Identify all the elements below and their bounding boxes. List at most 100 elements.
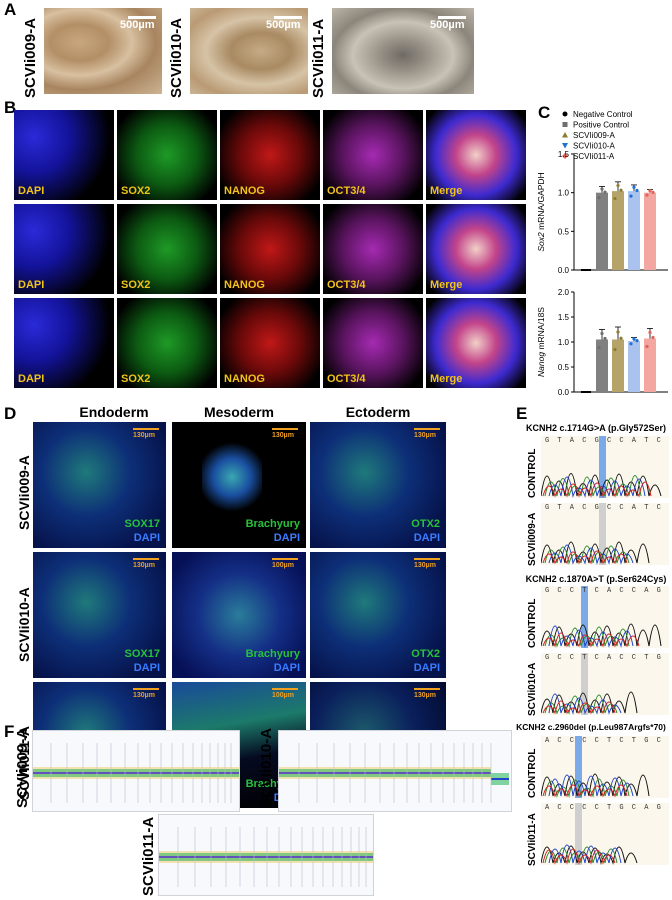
row-label-f1: SCVIi009-A [14, 727, 31, 808]
panel-label-d: D [4, 404, 17, 423]
legend-label: Positive Control [573, 121, 629, 130]
y-tick-label: 0.5 [558, 363, 570, 372]
if-dapi-2: DAPI [14, 204, 114, 294]
scale-bar [272, 558, 298, 560]
legend-marker [562, 132, 568, 138]
stain-label: SOX2 [121, 185, 151, 197]
panel-label-c: C [538, 103, 551, 122]
chromatogram-patient-2: G C C T C A C C T G T G G G C T T [541, 653, 669, 715]
chromatogram-control-1: G T A C G C C A T C G G C A A C A T G [541, 436, 669, 498]
chromatogram-trace [541, 541, 650, 565]
brightfield-image-3: 500µm [332, 8, 474, 94]
counterstain-label: DAPI [413, 662, 440, 674]
diff-mesoderm-2: 100µm Brachyury DAPI [172, 552, 306, 678]
variant-highlight [581, 586, 588, 648]
stain-label: DAPI [18, 373, 45, 385]
sequence-text: A C C C C T G C A G G A T T C C C [545, 804, 669, 812]
bar [628, 341, 640, 392]
scale-label: 130µm [133, 562, 155, 569]
trace-label-patient: SCVIi009-A [527, 512, 538, 566]
legend-label: Negative Control [573, 110, 633, 119]
stain-label: Merge [430, 373, 463, 385]
if-oct-2: OCT3/4 [323, 204, 423, 294]
counterstain-label: DAPI [273, 532, 300, 544]
variant-title-2: KCNH2 c.1870A>T (p.Ser624Cys) [525, 574, 667, 584]
y-tick-label: 1.5 [558, 313, 570, 322]
data-point [635, 188, 639, 193]
chart-legend: Negative Control Positive ControlSCVIi009… [562, 110, 633, 161]
if-sox2-1: SOX2 [117, 110, 217, 200]
scale-label: 130µm [133, 432, 155, 439]
legend-label: SCVIi011-A [573, 152, 615, 161]
counterstain-label: DAPI [273, 662, 300, 674]
variant-highlight [599, 436, 606, 498]
chromatogram-trace [541, 773, 650, 798]
trace-label-control: CONTROL [527, 748, 538, 798]
sequence-text: G C C T C A C C A G T G T G G G C T T [545, 587, 669, 595]
cell-cluster [202, 442, 262, 512]
marker-label: SOX17 [124, 648, 160, 660]
chromatogram-patient-1: G T A C G C C A T C G G C A A C A T G [541, 503, 669, 565]
scale-label: 100µm [272, 692, 294, 699]
column-header-endoderm: Endoderm [79, 404, 149, 420]
legend-marker [562, 153, 568, 159]
data-point [629, 194, 633, 198]
data-point [616, 330, 620, 334]
sequence-text: G T A C G C C A T C G G C A A C A T G [545, 437, 669, 445]
y-tick-label: 1.0 [558, 338, 570, 347]
data-point [603, 190, 607, 194]
scale-label: 130µm [133, 692, 155, 699]
chromatogram-trace [541, 473, 662, 498]
y-axis-label-unit: mRNA/18S [536, 307, 546, 352]
chromatogram-patient-3: A C C C C T G C A G G A T T C C C [541, 803, 669, 865]
scale-label: 130µm [414, 692, 436, 699]
scale-label: 130µm [272, 432, 294, 439]
if-merge-3: Merge [426, 298, 526, 388]
stain-label: DAPI [18, 279, 45, 291]
legend-marker [562, 143, 568, 149]
stain-label: NANOG [224, 373, 265, 385]
stain-label: SOX2 [121, 279, 151, 291]
data-point [651, 190, 655, 194]
scale-label: 500µm [120, 19, 155, 31]
if-merge-2: Merge [426, 204, 526, 294]
row-label-d1: SCVIi009-A [16, 455, 32, 530]
data-point [632, 337, 636, 341]
variant-highlight [599, 503, 606, 565]
legend-marker [562, 111, 568, 117]
panel-label-a: A [4, 0, 17, 19]
if-merge-1: Merge [426, 110, 526, 200]
panel-label-f: F [4, 722, 15, 741]
chromatogram-control-3: A C C C C T C T G C A G G T A T C C C [541, 736, 669, 798]
chromatogram-trace [541, 844, 638, 865]
data-point [600, 331, 604, 336]
scale-label: 130µm [414, 562, 436, 569]
data-point [619, 336, 623, 340]
data-point [648, 330, 652, 335]
diff-endoderm-1: 130µm SOX17 DAPI [33, 422, 166, 548]
stain-label: OCT3/4 [327, 279, 366, 291]
cnv-trace [279, 743, 509, 803]
stain-label: OCT3/4 [327, 185, 366, 197]
stain-label: OCT3/4 [327, 373, 366, 385]
if-nanog-3: NANOG [220, 298, 320, 388]
panel-label-e: E [516, 404, 528, 423]
karyotype-plot-1 [32, 730, 240, 812]
bar [612, 339, 624, 392]
y-tick-label: 1.5 [558, 150, 570, 159]
data-point [600, 187, 604, 191]
scale-label: 100µm [272, 562, 294, 569]
sox2-chart: 0.0 0.5 1.0 1.5 Sox2 mRNA/GAPDH [536, 150, 668, 275]
data-point [619, 188, 623, 192]
variant-highlight [581, 653, 588, 715]
scale-bar [274, 16, 302, 19]
counterstain-label: DAPI [413, 532, 440, 544]
data-point [651, 335, 655, 340]
legend-marker [562, 122, 568, 127]
scale-bar [128, 16, 156, 19]
trace-label-patient: SCVIi010-A [527, 662, 538, 716]
row-label-a1: SCVIi009-A [22, 17, 39, 98]
if-sox2-3: SOX2 [117, 298, 217, 388]
karyotype-plot-3 [158, 814, 374, 896]
bar [644, 338, 656, 392]
